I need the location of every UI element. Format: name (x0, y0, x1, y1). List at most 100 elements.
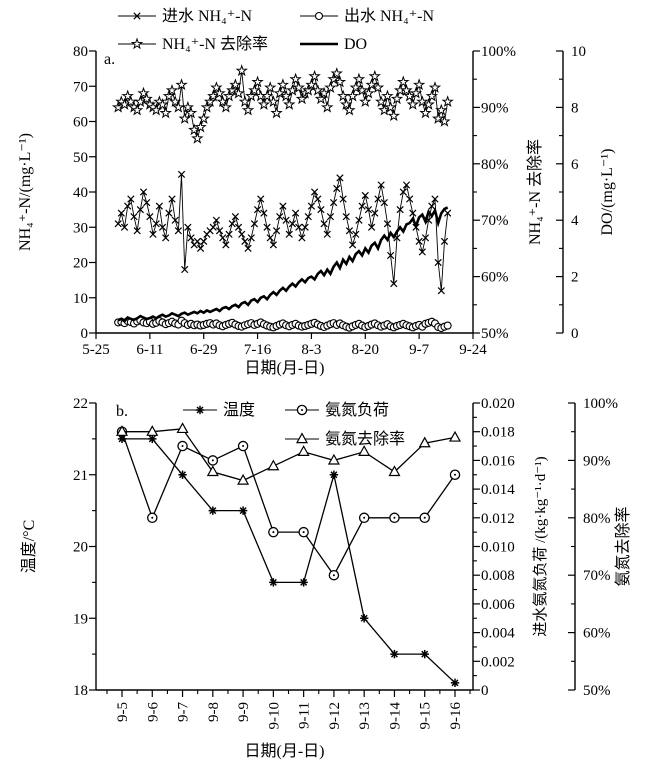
cross-marker (196, 244, 205, 253)
star-marker (305, 78, 318, 91)
tick-label: 19 (73, 611, 88, 627)
cross-marker (282, 216, 290, 224)
cross-marker (127, 195, 135, 203)
cross-marker (431, 195, 439, 203)
cross-marker (253, 206, 262, 214)
star-marker (134, 95, 147, 108)
cross-marker (421, 234, 430, 242)
legend-a: 进水 NH₄⁺-N 出水 NH₄⁺-N NH₄⁺-N 去除率 DO (118, 7, 434, 53)
cross-marker (187, 234, 195, 242)
tick-label: 8 (571, 100, 579, 116)
tick-label: 70% (583, 568, 611, 584)
tick-label: 30 (73, 220, 88, 236)
star-marker (359, 95, 372, 108)
cross-marker (114, 220, 122, 228)
tick-label: 40 (73, 185, 88, 201)
star-marker (235, 64, 248, 77)
asterisk-marker (148, 435, 156, 443)
series-temp (117, 434, 460, 688)
asterisk-marker (239, 507, 247, 515)
cross-marker (174, 227, 182, 235)
cross-marker (333, 184, 341, 193)
star-marker (416, 95, 429, 108)
cross-marker (329, 198, 338, 207)
series-line (117, 206, 449, 323)
cross-marker (133, 227, 141, 235)
star-marker (378, 103, 391, 116)
star-marker (324, 81, 337, 93)
cross-marker (279, 202, 287, 210)
star-marker (172, 100, 185, 113)
tick-label: 18 (73, 683, 88, 699)
asterisk-marker (209, 507, 217, 515)
star-marker (428, 81, 442, 93)
tick-label: 80% (481, 157, 509, 173)
star-marker (431, 112, 445, 124)
cross-marker (117, 209, 125, 217)
x-tick-label: 9-10 (266, 702, 282, 730)
star-marker (213, 86, 226, 99)
tick-label: 100% (583, 396, 618, 412)
tick-label: 10 (73, 291, 88, 307)
star-marker (210, 81, 223, 93)
x-tick-label: 9-24 (459, 342, 487, 358)
star-marker (368, 69, 381, 82)
star-marker (330, 67, 343, 79)
series-inlet (114, 170, 452, 295)
cross-marker (428, 202, 436, 210)
circle-dot (272, 531, 275, 534)
star-marker (181, 100, 195, 113)
x-tick-label: 9-6 (145, 702, 161, 722)
triangle-marker (297, 445, 310, 456)
cross-marker (177, 170, 186, 178)
panel-b: 18 19 20 21 22 0 0.002 0.004 0.006 0.008 0.010 0.01… (20, 396, 632, 760)
star-marker (270, 106, 283, 119)
star-marker (229, 78, 242, 91)
star-marker (130, 37, 144, 50)
series-line (117, 174, 449, 291)
star-marker (343, 103, 356, 116)
cross-marker (352, 230, 360, 238)
x-axis-title: 日期(月-日) (245, 359, 325, 377)
cross-marker (358, 202, 366, 210)
asterisk-marker (390, 650, 398, 658)
star-marker (140, 92, 153, 105)
cross-marker (326, 213, 335, 221)
cross-marker (355, 216, 363, 224)
star-marker (400, 83, 413, 96)
star-marker (397, 75, 410, 88)
cross-marker (158, 223, 167, 231)
tick-label: 21 (73, 468, 88, 484)
tick-label: 60 (73, 115, 88, 131)
x-tick-label: 6-29 (190, 342, 218, 358)
x-tick-label: 9-11 (297, 702, 313, 729)
star-marker (111, 100, 125, 113)
circle-dot (332, 574, 335, 577)
asterisk-marker (179, 471, 187, 479)
star-marker (260, 89, 274, 102)
cross-marker (143, 198, 151, 207)
cross-marker (212, 216, 221, 224)
series-removal (111, 64, 454, 144)
panel-a: 0 10 20 30 40 50 60 70 80 50% 60% 70% 80% 90% 100% 0 2 4 6… (17, 7, 616, 377)
star-marker (289, 72, 302, 85)
star-marker (197, 112, 210, 124)
cross-marker (250, 220, 259, 228)
cross-marker (396, 206, 404, 214)
series-do (117, 206, 449, 323)
x-tick-label: 9-8 (206, 702, 222, 722)
legend-label: 出水 NH₄⁺-N (344, 7, 434, 25)
x-tick-label: 8-20 (352, 342, 380, 358)
star-marker (283, 98, 296, 110)
cross-marker (390, 280, 398, 288)
triangle-marker (267, 459, 280, 471)
tick-label: 90% (583, 453, 611, 469)
tick-label: 60% (481, 270, 509, 286)
cross-marker (339, 195, 347, 203)
star-marker (302, 83, 315, 96)
cross-marker (234, 223, 243, 231)
cross-marker (402, 181, 411, 189)
star-marker (419, 106, 432, 119)
circle-dot (181, 445, 184, 448)
star-marker (352, 72, 366, 85)
